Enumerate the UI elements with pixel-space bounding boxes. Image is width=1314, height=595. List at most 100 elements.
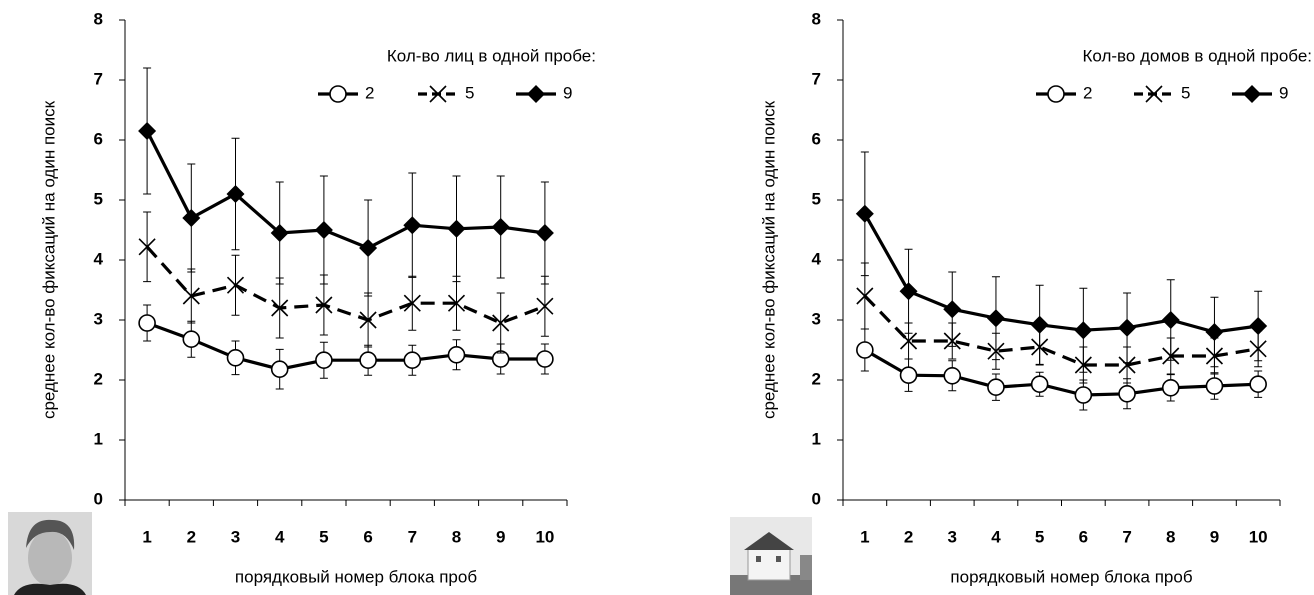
marker-diamond [226,185,245,203]
house-photo [730,517,812,595]
y-tick-label: 2 [812,369,821,388]
y-tick-label: 5 [812,189,821,208]
marker-diamond [1161,311,1180,329]
x-tick-label: 3 [948,527,957,546]
y-tick-label: 6 [812,129,821,148]
marker-circle [447,345,466,364]
series [138,304,554,390]
legend-title: Кол-во лиц в одной пробе: [387,46,596,65]
series [138,67,554,297]
chart: 0 1 2 3 4 5 6 7 8 1 2 3 4 5 6 7 8 9 10 порядковый номер бло… [759,9,1312,586]
y-axis-label: среднее кол-во фиксаций на один поиск [39,100,58,419]
x-tick-label: 2 [187,527,196,546]
legend-label: 5 [465,83,474,102]
marker-diamond [403,216,422,235]
y-tick-label: 8 [94,9,103,28]
x-tick-label: 5 [319,527,328,546]
x-tick-label: 1 [142,527,151,546]
marker-diamond [182,209,201,227]
x-tick-label: 7 [1122,527,1131,546]
legend-label: 5 [1181,83,1190,102]
y-tick-label: 7 [812,69,821,88]
x-tick-label: 2 [904,527,913,546]
x-tick-label: 7 [408,527,417,546]
x-tick-label: 1 [860,527,869,546]
series-line [864,348,1259,397]
marker-circle [943,366,962,385]
marker-x [492,314,510,332]
x-tick-label: 6 [363,527,372,546]
y-tick-label: 6 [94,129,103,148]
marker-x [182,287,200,305]
legend-marker [1145,85,1163,103]
marker-diamond [1205,323,1224,341]
marker-diamond [270,224,289,242]
series-line [145,245,546,325]
legend-title: Кол-во домов в одной пробе: [1082,46,1312,65]
series [856,262,1267,384]
marker-x [359,311,377,329]
legend-label: 2 [365,83,374,102]
series-line [146,321,545,371]
legend-marker [1243,85,1261,103]
y-tick-label: 7 [94,69,103,88]
x-tick-label: 6 [1079,527,1088,546]
marker-diamond [314,221,333,239]
marker-diamond [535,224,554,242]
marker-circle [536,350,554,368]
series-line [863,294,1259,367]
x-tick-label: 5 [1035,527,1044,546]
x-tick-label: 10 [535,527,554,546]
marker-x [271,299,289,317]
legend-label: 2 [1083,83,1092,102]
y-tick-label: 5 [94,189,103,208]
marker-circle [138,314,156,332]
marker-diamond [447,219,466,238]
marker-circle [359,351,377,370]
series [855,151,1268,373]
marker-diamond [899,282,918,301]
marker-circle [856,341,874,359]
chart: 0 1 2 3 4 5 6 7 8 1 2 3 4 5 6 7 8 9 10 порядковый номер бло… [39,9,596,586]
x-tick-label: 4 [275,527,285,546]
legend-marker [1047,85,1065,103]
y-tick-label: 2 [94,369,103,388]
marker-diamond [855,204,874,223]
y-tick-label: 0 [94,489,103,508]
y-tick-label: 1 [812,429,821,448]
marker-diamond [1074,321,1093,340]
series-line [863,213,1259,334]
y-tick-label: 1 [94,429,103,448]
x-tick-label: 3 [231,527,240,546]
marker-diamond [943,300,962,319]
x-tick-label: 9 [1210,527,1219,546]
marker-x [315,296,333,314]
legend-marker [527,85,545,103]
series-line [145,130,546,250]
x-axis-label: порядковый номер блока проб [235,567,477,586]
marker-circle [1074,386,1093,404]
series [138,211,554,354]
marker-diamond [491,218,510,236]
marker-diamond [1118,318,1137,337]
marker-diamond [986,309,1005,328]
marker-circle [1161,378,1180,397]
marker-x [899,332,918,350]
marker-circle [899,366,918,385]
marker-x [856,287,874,305]
legend-marker [329,85,347,103]
marker-diamond [138,122,157,140]
y-tick-label: 0 [812,489,821,508]
marker-circle [987,378,1005,397]
x-tick-label: 9 [496,527,505,546]
y-tick-label: 8 [812,9,821,28]
x-tick-label: 8 [1166,527,1175,546]
marker-x [536,297,554,315]
x-tick-label: 4 [991,527,1001,546]
marker-circle [1249,375,1267,394]
marker-circle [182,330,201,349]
marker-circle [403,351,422,370]
marker-circle [1030,375,1049,394]
marker-x [1118,356,1136,374]
